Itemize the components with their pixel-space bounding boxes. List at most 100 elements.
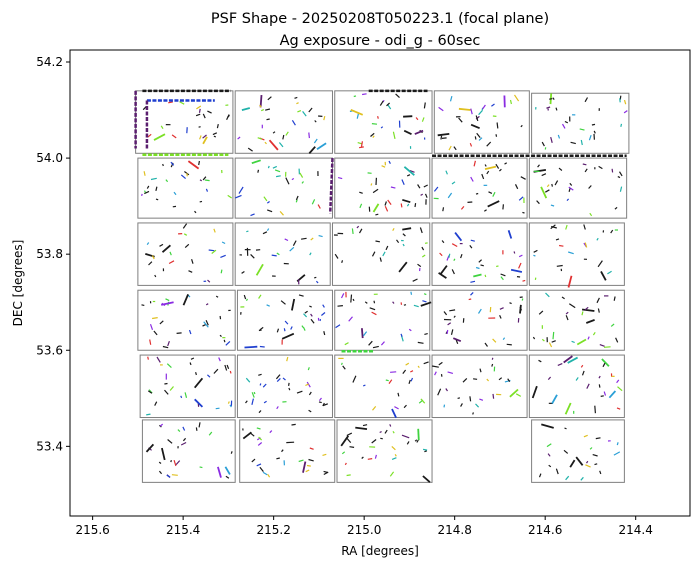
psf-whisker — [473, 273, 482, 278]
psf-whisker — [372, 406, 377, 411]
psf-whisker — [569, 182, 573, 186]
psf-whisker — [491, 103, 495, 107]
psf-whisker — [309, 252, 312, 256]
psf-whisker — [285, 177, 290, 185]
psf-whisker — [291, 298, 296, 311]
psf-whisker — [301, 237, 307, 240]
psf-whisker — [184, 171, 190, 176]
psf-whisker — [600, 270, 607, 281]
psf-whisker — [186, 173, 188, 177]
psf-whisker — [409, 169, 415, 173]
detectors-layer — [135, 90, 630, 483]
psf-whisker — [141, 193, 143, 196]
psf-whisker — [389, 424, 392, 427]
psf-whisker — [158, 470, 163, 475]
psf-whisker — [470, 280, 476, 283]
psf-whisker — [198, 160, 200, 166]
psf-whisker — [538, 310, 544, 315]
psf-whisker — [492, 338, 497, 343]
psf-whisker — [308, 409, 312, 413]
psf-whisker — [385, 379, 389, 382]
psf-whisker — [318, 397, 322, 401]
psf-whisker — [167, 439, 173, 444]
psf-whisker — [221, 241, 226, 245]
psf-whisker — [614, 206, 618, 210]
psf-whisker — [596, 237, 599, 241]
psf-whisker — [561, 123, 566, 129]
psf-whisker — [296, 102, 299, 105]
psf-whisker — [498, 377, 503, 381]
psf-whisker — [159, 320, 164, 325]
psf-whisker — [438, 106, 444, 112]
psf-whisker — [567, 275, 573, 288]
psf-whisker — [370, 132, 375, 137]
psf-whisker — [594, 405, 596, 414]
psf-whisker — [171, 134, 177, 139]
psf-whisker — [276, 328, 280, 333]
psf-whisker — [420, 398, 426, 404]
psf-whisker — [377, 116, 379, 119]
psf-whisker — [473, 160, 476, 167]
psf-whisker — [421, 254, 426, 258]
psf-whisker — [589, 212, 593, 217]
psf-whisker — [146, 413, 151, 416]
psf-whisker — [258, 294, 262, 299]
psf-whisker — [563, 449, 569, 454]
psf-whisker — [595, 437, 601, 440]
psf-whisker — [555, 238, 560, 241]
psf-whisker — [292, 240, 297, 246]
psf-whisker — [391, 445, 396, 451]
psf-whisker — [538, 359, 542, 363]
psf-whisker — [580, 139, 583, 146]
psf-whisker — [340, 293, 345, 299]
psf-whisker — [415, 117, 419, 121]
psf-whisker — [362, 331, 368, 337]
psf-whisker — [557, 363, 563, 366]
psf-whisker — [169, 251, 172, 256]
psf-whisker — [488, 191, 493, 194]
detector-outline-22 — [236, 354, 333, 419]
detector-outline-29 — [531, 419, 625, 483]
x-tick-label: 215.6 — [75, 523, 109, 537]
psf-whisker — [522, 279, 526, 282]
psf-whisker — [250, 253, 255, 259]
psf-whisker — [441, 137, 447, 139]
detector-outline-9 — [431, 157, 528, 219]
psf-whisker — [180, 395, 183, 399]
psf-whisker — [509, 99, 512, 105]
psf-whisker — [460, 253, 463, 259]
psf-whisker — [390, 186, 396, 189]
psf-whisker — [229, 404, 232, 408]
psf-whisker — [280, 300, 286, 305]
psf-whisker — [470, 239, 475, 242]
psf-whisker — [556, 264, 563, 267]
psf-whisker — [424, 193, 428, 198]
psf-whisker — [281, 332, 295, 340]
detector-outline-25 — [528, 354, 625, 419]
psf-whisker — [158, 461, 162, 464]
detector-outline-17 — [236, 289, 333, 351]
psf-whisker — [346, 437, 352, 443]
psf-whisker — [290, 326, 293, 330]
psf-whisker — [491, 363, 494, 367]
psf-whisker — [446, 329, 449, 334]
psf-whisker — [541, 173, 547, 177]
psf-whisker — [417, 263, 422, 268]
psf-whisker — [437, 388, 442, 396]
psf-whisker — [575, 377, 579, 381]
psf-whisker — [302, 111, 307, 117]
psf-whisker — [603, 391, 607, 396]
psf-whisker — [546, 443, 552, 448]
psf-whisker — [335, 324, 341, 329]
psf-whisker — [353, 95, 357, 98]
psf-whisker — [267, 473, 271, 478]
psf-whisker — [420, 193, 423, 196]
psf-whisker — [406, 203, 410, 207]
psf-whisker — [531, 385, 538, 399]
psf-whisker — [406, 174, 411, 177]
psf-whisker — [298, 294, 304, 297]
detector-outline-15 — [528, 222, 625, 286]
psf-whisker — [153, 330, 158, 336]
psf-whisker — [533, 249, 538, 253]
psf-whisker — [223, 339, 226, 343]
